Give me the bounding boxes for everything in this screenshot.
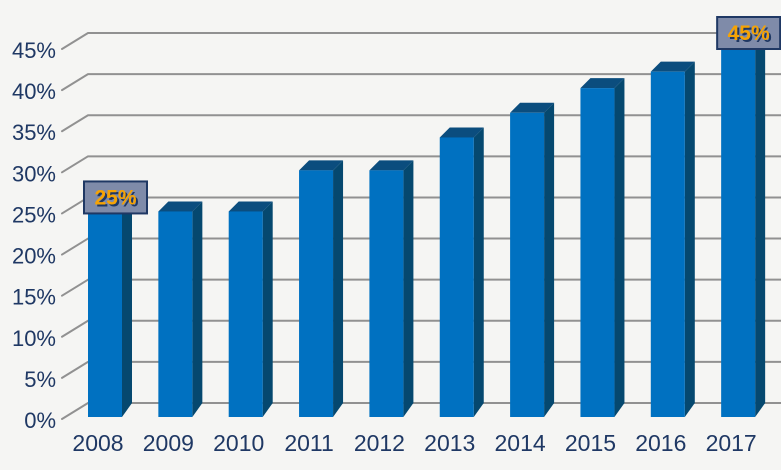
bar-side-2009 [192,201,203,417]
y-tick-label: 10% [12,326,56,351]
bar-2016 [650,71,685,418]
bar-2017 [721,47,756,417]
y-tick-label: 40% [12,79,56,104]
x-tick-label: 2015 [565,430,616,456]
bar-top-2014 [510,102,555,113]
bar-side-2016 [684,61,695,418]
gridline-40% [61,73,781,92]
bar-side-2013 [473,127,484,417]
y-tick-label: 5% [24,367,56,392]
data-label-shadow: 25% [96,188,138,211]
x-tick-label: 2017 [706,430,757,456]
bar-2010 [228,211,263,417]
x-tick-label: 2016 [635,430,686,456]
x-tick-label: 2013 [424,430,475,456]
x-tick-label: 2012 [354,430,405,456]
y-tick-label: 35% [12,120,56,145]
bar-2011 [299,170,334,417]
bar-side-2010 [262,201,273,417]
bar-side-2015 [614,78,625,417]
x-tick-label: 2014 [495,430,546,456]
bar-2009 [158,211,193,417]
bar-top-2013 [439,127,484,138]
x-tick-label: 2009 [143,430,194,456]
bar-top-2016 [650,61,695,72]
bar-2015 [580,88,615,417]
bar-side-2011 [333,160,344,418]
data-label-2017: 45% [728,22,770,45]
y-tick-label: 25% [12,202,56,227]
data-label-shadow: 45% [730,24,772,47]
gridline-45% [61,32,781,50]
bar-side-2008 [122,201,132,417]
bar-top-2010 [228,201,273,212]
bar-top-2015 [580,78,625,89]
bar-top-2009 [158,201,203,212]
y-tick-label: 0% [24,408,56,433]
y-tick-label: 15% [12,285,56,310]
data-label-2008: 25% [94,186,136,209]
x-tick-label: 2010 [213,430,264,456]
x-tick-label: 2008 [72,430,123,456]
bar-top-2012 [369,160,414,171]
x-tick-label: 2011 [284,430,333,456]
y-tick-label: 45% [12,38,56,63]
bar-2008 [88,211,122,417]
bar-side-2014 [544,102,555,418]
bar-side-2017 [755,37,766,417]
y-tick-label: 20% [12,244,56,269]
data-label-box-2017 [716,16,781,50]
y-tick-label: 30% [12,161,56,186]
bar-2012 [369,170,404,417]
bar-side-2012 [403,160,414,418]
bar-top-2011 [299,160,344,171]
bar-2014 [510,112,545,418]
data-label-box-2008 [83,180,148,215]
bar-2013 [439,137,474,417]
